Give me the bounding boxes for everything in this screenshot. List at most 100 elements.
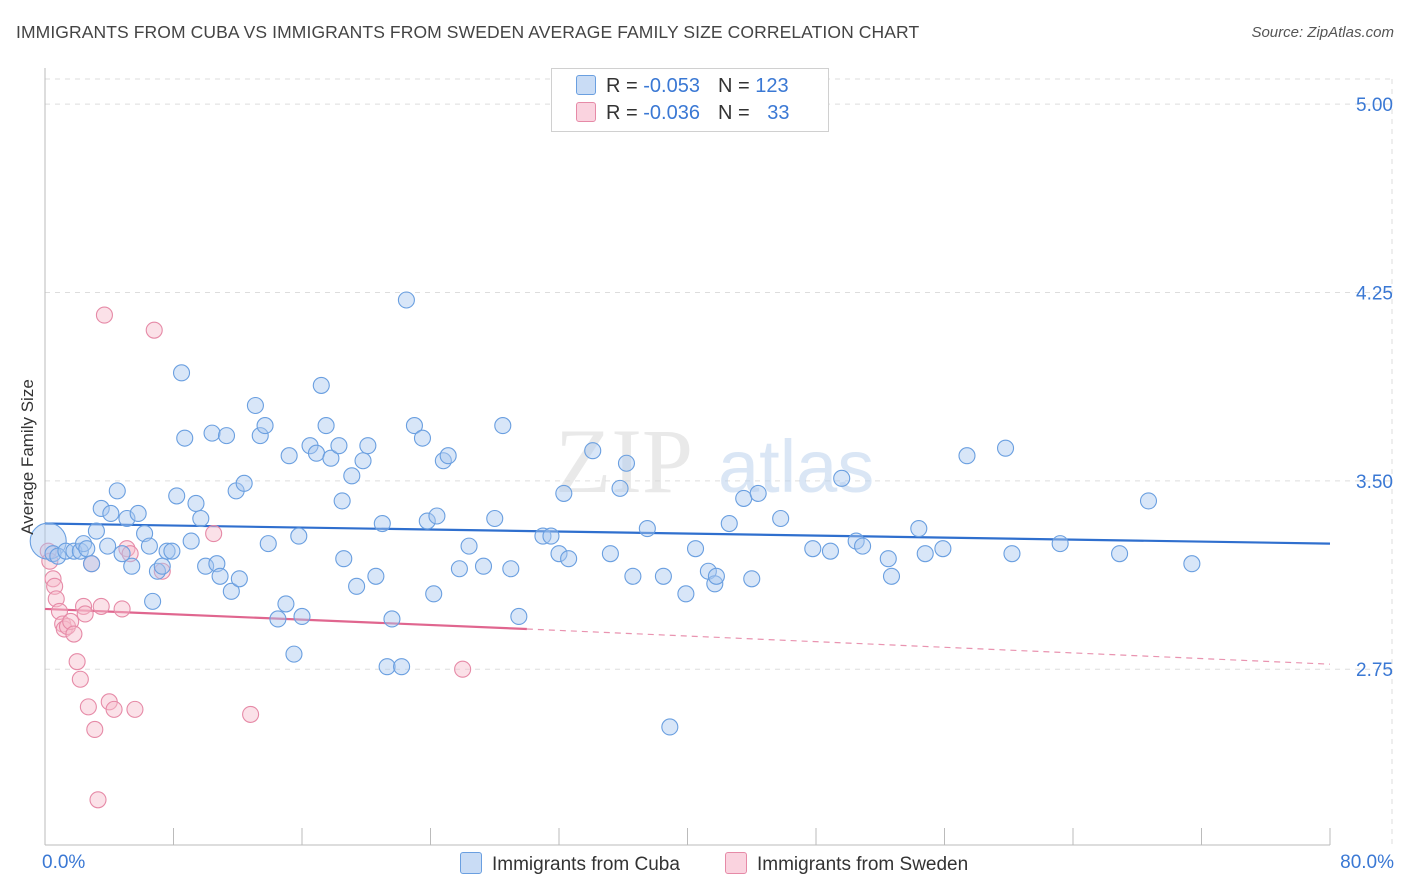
cuba-point — [720, 514, 738, 533]
cuba-point — [661, 718, 679, 736]
sweden-n-value: 33 — [767, 102, 790, 124]
cuba-point — [187, 494, 205, 512]
y-tick-label-3: 5.00 — [1356, 95, 1393, 116]
cuba-point — [172, 364, 191, 382]
chart-title: IMMIGRANTS FROM CUBA VS IMMIGRANTS FROM … — [16, 22, 920, 42]
cuba-point — [373, 514, 391, 533]
cuba-point — [735, 489, 753, 507]
y-tick-label-1: 3.50 — [1356, 472, 1393, 493]
cuba-point — [428, 507, 446, 525]
legend-row-cuba: R = -0.053 N = 123 — [576, 75, 789, 97]
sweden-point — [205, 525, 223, 543]
cuba-point — [707, 567, 725, 585]
cuba-point — [49, 547, 67, 565]
y-axis-label: Average Family Size — [18, 379, 37, 535]
cuba-legend-label: Immigrants from Cuba — [492, 854, 680, 875]
cuba-point — [474, 557, 493, 575]
sweden-point — [454, 660, 472, 678]
cuba-point — [197, 557, 215, 575]
cuba-point — [1139, 492, 1158, 510]
cuba-point — [153, 557, 171, 575]
cuba-point — [102, 504, 120, 523]
cuba-point — [168, 487, 186, 505]
cuba-point — [75, 535, 93, 553]
cuba-point — [510, 607, 528, 626]
watermark-atlas: atlas — [718, 425, 874, 508]
cuba-point — [148, 562, 166, 580]
cuba-point — [804, 540, 822, 558]
cuba-point — [772, 509, 790, 528]
cuba-trend-line — [44, 522, 1331, 545]
sweden-legend-swatch — [725, 852, 747, 874]
cuba-point — [654, 567, 672, 585]
cuba-point — [821, 542, 840, 560]
cuba-point — [494, 417, 512, 435]
cuba-point — [290, 527, 308, 545]
cuba-point — [425, 585, 443, 603]
cuba-n-label: N = — [717, 75, 750, 97]
y-tick-label-2: 4.25 — [1356, 283, 1393, 304]
sweden-r-value: -0.036 — [643, 102, 700, 124]
cuba-r-label: R = — [606, 75, 638, 97]
cuba-point — [686, 540, 705, 558]
cuba-point — [108, 482, 126, 500]
cuba-swatch — [576, 75, 596, 95]
legend-item-sweden[interactable]: Immigrants from Sweden — [725, 852, 968, 876]
cuba-point — [235, 474, 253, 492]
sweden-trend-extension — [526, 628, 1331, 665]
cuba-point — [280, 447, 298, 465]
cuba-point — [312, 376, 330, 394]
sweden-point — [126, 700, 144, 718]
cuba-point — [910, 520, 928, 538]
y-tick-labels: 2.75 3.50 4.25 5.00 — [1356, 95, 1393, 681]
sweden-point — [62, 612, 80, 631]
cuba-point — [833, 469, 851, 487]
sweden-point — [95, 306, 113, 324]
cuba-point — [439, 447, 457, 465]
cuba-point — [879, 550, 897, 568]
cuba-point — [638, 520, 656, 538]
sweden-point — [68, 653, 86, 671]
cuba-point — [405, 417, 423, 435]
legend-item-cuba[interactable]: Immigrants from Cuba — [460, 852, 680, 876]
cuba-point — [163, 542, 181, 560]
cuba-point — [348, 577, 366, 595]
cuba-point — [418, 512, 436, 530]
cuba-point — [502, 560, 520, 578]
sweden-legend-label: Immigrants from Sweden — [757, 854, 969, 875]
cuba-point — [624, 567, 642, 585]
sweden-point — [89, 791, 107, 809]
cuba-point — [330, 437, 348, 455]
cuba-point — [617, 454, 636, 472]
cuba-point — [611, 479, 629, 497]
sweden-point — [71, 670, 89, 688]
cuba-point — [113, 545, 131, 563]
sweden-point — [92, 597, 110, 615]
sweden-point — [105, 700, 123, 718]
sweden-point — [153, 562, 171, 580]
legend-row-sweden: R = -0.036 N = 33 — [576, 102, 789, 124]
cuba-point — [211, 567, 229, 585]
cuba-point — [136, 525, 154, 543]
source-label: Source: ZipAtlas.com — [1251, 24, 1394, 41]
cuba-point — [83, 555, 101, 573]
sweden-point — [86, 720, 104, 739]
cuba-point — [486, 509, 504, 528]
cuba-point — [413, 429, 432, 447]
sweden-swatch — [576, 102, 596, 122]
cuba-point — [743, 570, 761, 588]
cuba-point — [397, 291, 415, 309]
cuba-point — [176, 429, 194, 447]
cuba-point — [359, 437, 377, 455]
cuba-point — [335, 550, 353, 568]
cuba-point — [550, 545, 568, 563]
cuba-point — [29, 522, 67, 560]
cuba-point — [256, 417, 274, 435]
cuba-point — [78, 540, 96, 558]
cuba-n-value: 123 — [755, 75, 789, 97]
stats-legend: R = -0.053 N = 123 R = -0.036 N = 33 — [551, 68, 829, 132]
cuba-point — [118, 509, 136, 528]
cuba-point — [383, 610, 401, 628]
cuba-point — [317, 417, 335, 435]
